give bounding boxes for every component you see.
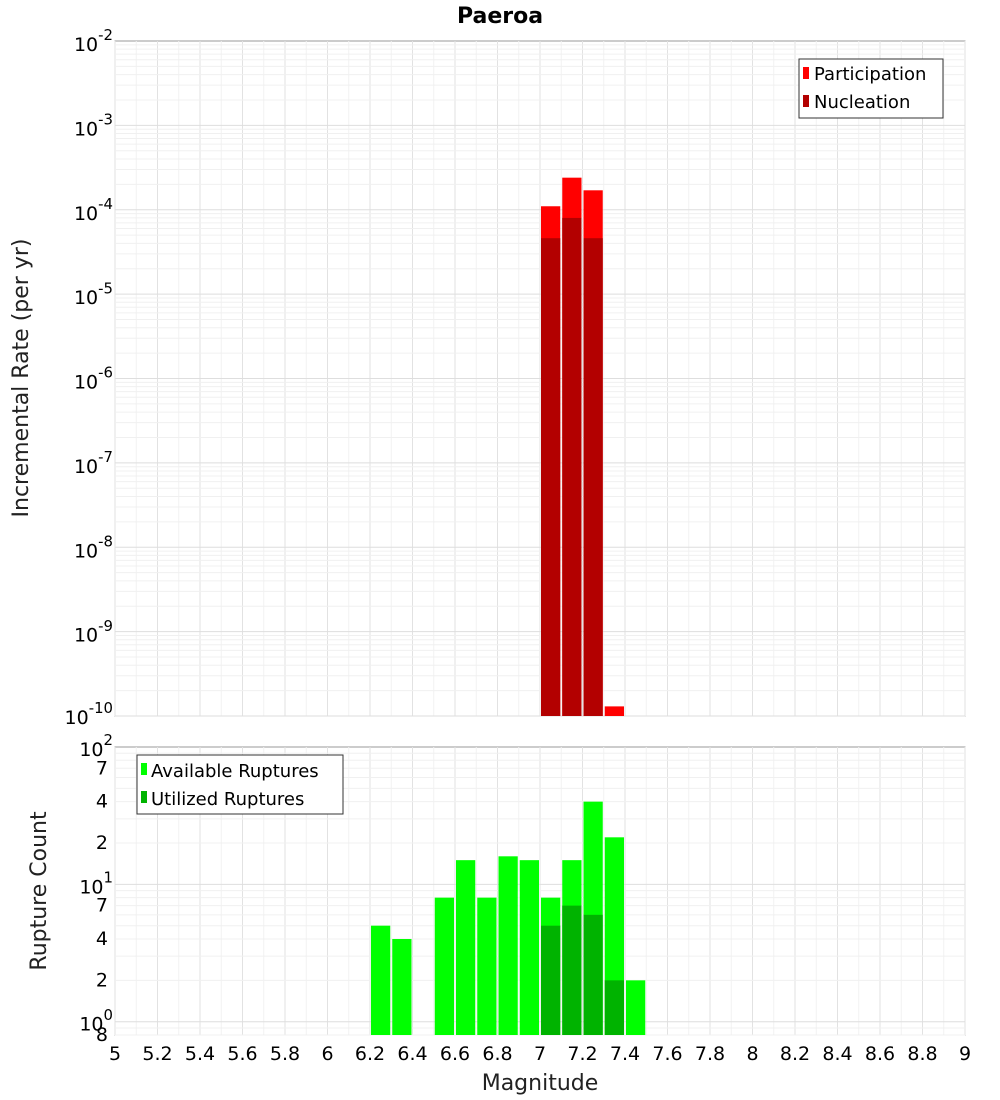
x-tick-label: 5.6	[227, 1043, 257, 1065]
available-legend-label: Available Ruptures	[151, 761, 319, 782]
top-y-tick-label: 10-8	[74, 532, 113, 562]
top-y-tick-label: 10-9	[74, 617, 113, 647]
utilized-ruptures-bar	[604, 980, 624, 1035]
available-ruptures-bar	[498, 856, 518, 1035]
top-y-tick-label: 10-7	[74, 448, 113, 478]
bottom-y-tick-label: 102	[79, 731, 113, 761]
bottom-y-tick-label: 4	[96, 928, 108, 950]
top-legend-box	[798, 58, 944, 119]
x-tick-label: 8.6	[865, 1043, 895, 1065]
top-y-axis-label: Incremental Rate (per yr)	[9, 239, 34, 518]
bottom-legend-box	[136, 754, 344, 815]
x-tick-label: 8	[746, 1043, 758, 1065]
x-tick-label: 8.2	[780, 1043, 810, 1065]
bottom-y-tick-label: 101	[79, 869, 113, 899]
x-tick-label: 8.4	[822, 1043, 852, 1065]
x-ticks: 5 5.2 5.4 5.6 5.8 6 6.2 6.4 6.6 6.8 7 7.2 7.4 7.6 7.8 8…	[109, 1043, 971, 1065]
top-y-tick-label: 10-2	[74, 26, 113, 56]
top-grid	[114, 41, 966, 717]
x-tick-label: 6.8	[482, 1043, 512, 1065]
available-ruptures-bar	[477, 897, 497, 1035]
utilized-ruptures-bar	[541, 925, 561, 1035]
available-ruptures-bar	[392, 939, 412, 1035]
nucleation-bar	[562, 217, 582, 716]
x-tick-label: 5.4	[185, 1043, 215, 1065]
x-tick-label: 6.4	[397, 1043, 427, 1065]
bottom-y-tick-label: 7	[96, 757, 108, 779]
nucleation-bar	[583, 238, 603, 716]
x-tick-label: 7.2	[567, 1043, 597, 1065]
bottom-y-tick-label: 100	[79, 1006, 113, 1036]
chart-title: Paeroa	[457, 4, 543, 29]
x-axis-label: Magnitude	[482, 1071, 599, 1096]
nucleation-bar	[541, 238, 561, 716]
available-ruptures-bar	[626, 980, 646, 1035]
available-ruptures-bar	[456, 860, 476, 1035]
top-bars	[541, 177, 624, 716]
top-y-tick-label: 10-3	[74, 111, 113, 141]
utilized-legend-label: Utilized Ruptures	[151, 789, 304, 810]
available-ruptures-bar	[434, 897, 454, 1035]
utilized-ruptures-bar	[583, 914, 603, 1035]
utilized-legend-swatch	[141, 791, 147, 803]
x-tick-label: 5.8	[270, 1043, 300, 1065]
x-tick-label: 6.6	[440, 1043, 470, 1065]
available-legend-swatch	[141, 763, 147, 775]
participation-legend-swatch	[803, 67, 809, 79]
x-tick-label: 7.4	[610, 1043, 640, 1065]
bottom-y-axis-label: Rupture Count	[27, 811, 52, 971]
bottom-bars	[371, 801, 646, 1035]
participation-bar	[604, 706, 624, 716]
utilized-ruptures-bar	[562, 905, 582, 1035]
bottom-y-tick-label: 7	[96, 895, 108, 917]
bottom-y-tick-label: 8	[96, 1024, 108, 1046]
x-tick-label: 7	[534, 1043, 546, 1065]
top-panel: 10-2 10-3 10-4 10-5 10-6 10-7 10-8 10-9 10-10 In…	[9, 26, 966, 729]
top-y-tick-label: 10-6	[74, 364, 113, 394]
x-tick-label: 7.6	[652, 1043, 682, 1065]
top-y-tick-label: 10-4	[74, 195, 113, 225]
x-tick-label: 5.2	[142, 1043, 172, 1065]
bottom-y-tick-label: 2	[96, 832, 108, 854]
top-y-tick-label: 10-5	[74, 279, 113, 309]
x-tick-label: 8.8	[907, 1043, 937, 1065]
bottom-y-tick-label: 2	[96, 969, 108, 991]
top-y-ticks: 10-2 10-3 10-4 10-5 10-6 10-7 10-8 10-9 10-10	[65, 26, 113, 729]
top-legend: Participation Nucleation	[798, 58, 944, 119]
x-tick-label: 9	[959, 1043, 971, 1065]
bottom-y-tick-label: 4	[96, 791, 108, 813]
bottom-legend: Available Ruptures Utilized Ruptures	[136, 754, 344, 815]
available-ruptures-bar	[519, 860, 539, 1035]
nucleation-legend-swatch	[803, 95, 809, 107]
nucleation-legend-label: Nucleation	[814, 92, 910, 113]
top-y-tick-label: 10-10	[65, 699, 113, 729]
x-tick-label: 6.2	[355, 1043, 385, 1065]
x-tick-label: 6	[321, 1043, 333, 1065]
x-tick-label: 7.8	[695, 1043, 725, 1065]
participation-legend-label: Participation	[814, 64, 926, 85]
x-tick-label: 5	[109, 1043, 121, 1065]
available-ruptures-bar	[371, 925, 391, 1035]
